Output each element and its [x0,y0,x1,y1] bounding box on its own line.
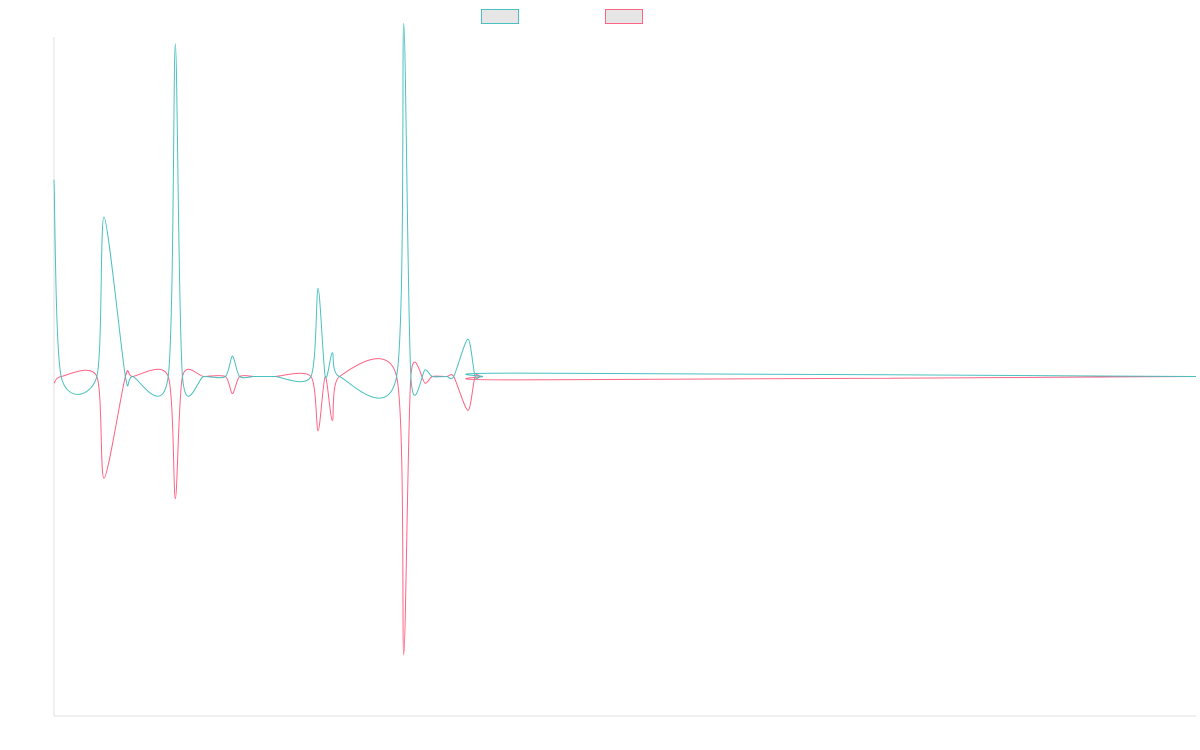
series-layer [53,22,1197,656]
series-line-1 [53,22,1197,399]
legend-swatch-series-2[interactable] [605,9,643,24]
legend-swatch-series-1[interactable] [481,9,519,24]
chart-legend [0,9,1200,29]
series-line-2 [53,358,1197,656]
